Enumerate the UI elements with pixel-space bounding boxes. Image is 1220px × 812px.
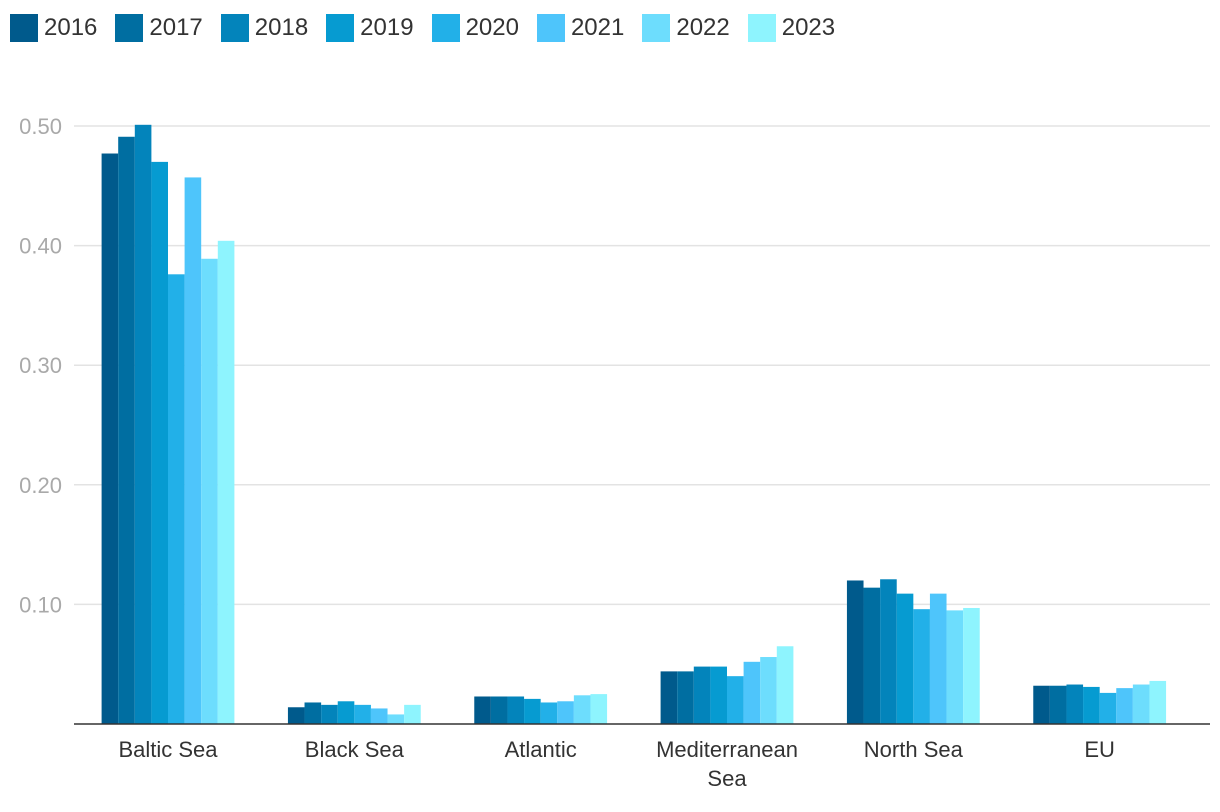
bar-2021-2[interactable]	[557, 701, 574, 724]
bar-2020-2[interactable]	[540, 702, 558, 724]
bar-2023-0[interactable]	[217, 240, 235, 724]
legend-label: 2016	[44, 14, 98, 41]
bar-2016-0[interactable]	[101, 153, 119, 724]
legend-swatch	[115, 14, 144, 42]
bar-2018-5[interactable]	[1066, 684, 1084, 724]
bar-2019-2[interactable]	[524, 698, 541, 724]
bar-2022-3[interactable]	[760, 657, 777, 724]
y-tick-label: 0.30	[19, 353, 62, 378]
legend-swatch	[326, 14, 355, 42]
bar-2016-2[interactable]	[474, 696, 491, 724]
bar-2018-4[interactable]	[880, 579, 897, 724]
legend-swatch	[220, 14, 249, 42]
bar-2023-5[interactable]	[1149, 680, 1167, 724]
legend-item-2017[interactable]: 2017	[115, 14, 203, 42]
legend-label: 2019	[360, 14, 414, 41]
bar-2017-3[interactable]	[677, 671, 694, 724]
bar-2020-1[interactable]	[354, 704, 371, 724]
bar-2016-3[interactable]	[660, 671, 678, 724]
bars	[101, 124, 1167, 725]
y-axis-ticks: 0.10 0.20 0.30 0.40 0.50	[19, 114, 62, 617]
legend-item-2022[interactable]: 2022	[642, 14, 730, 42]
bar-2021-5[interactable]	[1116, 688, 1133, 724]
x-tick-label: Baltic Sea	[118, 737, 218, 762]
x-tick-label: Mediterranean Sea	[656, 737, 798, 791]
y-tick-label: 0.40	[19, 234, 62, 259]
legend-item-2023[interactable]: 2023	[747, 14, 836, 42]
bar-2017-5[interactable]	[1049, 685, 1067, 724]
legend-swatch	[431, 14, 460, 42]
legend-item-2021[interactable]: 2021	[536, 14, 625, 42]
x-tick-label: EU	[1084, 737, 1115, 762]
bar-2023-1[interactable]	[404, 704, 421, 724]
bar-2018-0[interactable]	[134, 124, 152, 725]
bar-2023-3[interactable]	[776, 646, 794, 724]
bar-2019-4[interactable]	[896, 593, 914, 724]
y-tick-label: 0.20	[19, 473, 62, 498]
bar-2022-4[interactable]	[946, 610, 964, 724]
legend-label: 2017	[149, 14, 203, 41]
bar-2018-1[interactable]	[321, 704, 338, 724]
bar-2021-3[interactable]	[743, 661, 761, 724]
legend-item-2016[interactable]: 2016	[10, 14, 97, 42]
gridlines	[74, 125, 1210, 606]
x-tick-label: North Sea	[864, 737, 964, 762]
bar-2022-2[interactable]	[573, 695, 591, 724]
bar-2019-0[interactable]	[151, 161, 168, 724]
legend-label: 2018	[254, 14, 309, 41]
x-tick-label: Atlantic	[505, 737, 577, 762]
bar-2019-5[interactable]	[1083, 686, 1100, 724]
legend: 2016 2017 2018 2019 2020 2021 2022 2023	[10, 12, 853, 44]
bar-2023-4[interactable]	[963, 607, 980, 724]
x-tick-label: Black Sea	[305, 737, 405, 762]
legend-swatch	[536, 14, 565, 42]
legend-swatch	[747, 14, 776, 42]
y-tick-label: 0.50	[19, 114, 62, 139]
bar-2016-4[interactable]	[846, 580, 864, 724]
legend-swatch	[10, 14, 38, 42]
bar-2022-5[interactable]	[1132, 684, 1150, 724]
bar-2017-0[interactable]	[118, 136, 135, 724]
bar-2020-0[interactable]	[168, 274, 185, 724]
bar-2018-3[interactable]	[693, 666, 711, 724]
bar-2022-0[interactable]	[201, 258, 218, 724]
bar-2020-4[interactable]	[913, 609, 930, 724]
bar-2019-1[interactable]	[337, 701, 355, 724]
bar-2023-2[interactable]	[590, 694, 608, 724]
bar-2021-4[interactable]	[929, 593, 947, 724]
bar-2022-1[interactable]	[387, 714, 405, 724]
legend-item-2019[interactable]: 2019	[326, 14, 414, 42]
bar-2016-1[interactable]	[287, 707, 305, 724]
legend-item-2020[interactable]: 2020	[431, 14, 519, 42]
bar-2020-3[interactable]	[727, 676, 744, 724]
bar-2019-3[interactable]	[710, 666, 727, 724]
legend-label: 2021	[570, 14, 625, 41]
bar-2018-2[interactable]	[507, 696, 525, 724]
x-axis-ticks: Baltic Sea Black Sea Atlantic Mediterranean…	[118, 737, 1114, 791]
legend-label: 2020	[465, 14, 519, 41]
legend-item-2018[interactable]: 2018	[220, 14, 309, 42]
legend-swatch	[642, 14, 671, 42]
bar-2021-1[interactable]	[370, 708, 388, 724]
bar-2016-5[interactable]	[1033, 685, 1050, 724]
bar-2017-2[interactable]	[490, 696, 508, 724]
bar-2017-4[interactable]	[863, 587, 881, 724]
y-tick-label: 0.10	[19, 592, 62, 617]
legend-label: 2022	[676, 14, 730, 41]
bar-2021-0[interactable]	[184, 177, 202, 724]
bar-2020-5[interactable]	[1099, 692, 1117, 724]
legend-label: 2023	[781, 14, 836, 41]
bar-2017-1[interactable]	[304, 702, 322, 724]
